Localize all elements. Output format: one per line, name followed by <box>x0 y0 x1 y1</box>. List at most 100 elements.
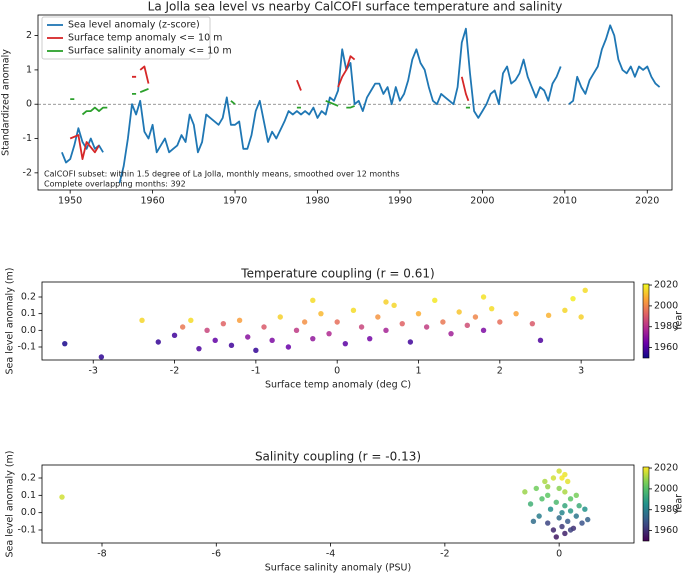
point <box>562 471 568 478</box>
plot-area <box>59 468 591 540</box>
point <box>582 506 588 512</box>
chart-title: Salinity coupling (r = -0.13) <box>255 450 421 464</box>
x-tick-label: -8 <box>97 549 106 560</box>
point <box>310 335 316 342</box>
point <box>228 342 235 349</box>
point <box>342 340 349 347</box>
y-tick-label: -0.1 <box>17 525 36 536</box>
point <box>236 317 243 324</box>
x-tick-label: 1 <box>415 366 421 377</box>
x-tick-label: -1 <box>251 366 260 377</box>
point <box>432 297 438 304</box>
y-axis-label: Sea level anomaly (m) <box>5 450 16 557</box>
y-tick-label: 0.2 <box>21 292 36 303</box>
y-tick-label: -1 <box>23 133 32 144</box>
x-tick-label: 2 <box>497 366 503 377</box>
point <box>585 516 591 523</box>
point <box>464 322 470 329</box>
point <box>367 335 373 342</box>
y-tick-label: 0.0 <box>21 325 36 336</box>
point <box>547 506 554 512</box>
point <box>545 312 552 319</box>
point <box>383 327 389 334</box>
x-tick-label: -6 <box>212 549 221 560</box>
y-tick-label: 0.1 <box>21 308 36 319</box>
series-line <box>61 24 661 184</box>
point <box>559 523 565 530</box>
point <box>269 337 275 344</box>
series-line <box>70 87 470 116</box>
x-tick-label: 1960 <box>141 196 165 207</box>
y-tick-label: 0 <box>26 99 32 110</box>
plot-area <box>62 287 588 360</box>
point <box>537 337 544 344</box>
y-tick-label: -0.1 <box>17 342 36 353</box>
colorbar <box>642 466 650 542</box>
y-tick-label: 1 <box>26 64 32 75</box>
point <box>553 534 559 540</box>
axes-frame <box>37 14 673 191</box>
y-tick-label: 0.2 <box>21 473 36 484</box>
point <box>553 499 559 505</box>
point <box>573 492 579 499</box>
point <box>565 518 571 525</box>
y-tick-label: 0.1 <box>21 490 36 501</box>
point <box>556 468 562 474</box>
point <box>570 295 576 302</box>
point <box>62 340 68 347</box>
plot-area <box>38 24 672 184</box>
point <box>579 520 585 526</box>
point <box>407 339 414 345</box>
point <box>559 509 565 516</box>
point <box>415 310 422 317</box>
point <box>310 297 316 304</box>
point <box>542 478 548 485</box>
point <box>391 302 397 309</box>
point <box>334 319 340 325</box>
point <box>456 309 462 315</box>
axes-frame <box>41 281 635 361</box>
point <box>261 324 267 330</box>
chart-title: Temperature coupling (r = 0.61) <box>240 267 434 281</box>
x-axis-label: Surface temp anomaly (deg C) <box>265 380 411 391</box>
point <box>301 319 308 325</box>
point <box>545 483 551 490</box>
point <box>545 520 551 526</box>
x-tick-label: -4 <box>326 549 335 560</box>
point <box>545 492 551 499</box>
x-tick-label: 2000 <box>470 196 494 207</box>
axes-frame <box>41 464 635 544</box>
y-axis-label: Sea level anomaly (m) <box>5 267 16 374</box>
point <box>562 503 568 509</box>
point <box>530 518 537 525</box>
point <box>539 496 545 502</box>
chart-title: La Jolla sea level vs nearby CalCOFI sur… <box>148 0 563 14</box>
annotation: Complete overlapping months: 392 <box>44 180 186 189</box>
point <box>480 294 487 300</box>
point <box>423 324 430 330</box>
y-axis-label: Standardized anomaly <box>1 49 12 156</box>
point <box>550 475 557 481</box>
point <box>480 327 487 334</box>
x-tick-label: 2010 <box>553 196 577 207</box>
y-tick-label: 0.0 <box>21 507 36 518</box>
colorbar-tick-label: 1960 <box>654 525 678 536</box>
point <box>253 347 259 354</box>
point <box>533 485 539 492</box>
point <box>567 496 574 502</box>
y-tick-label: -2 <box>23 167 32 178</box>
point <box>513 310 519 317</box>
point <box>522 489 528 495</box>
colorbar-tick-label: 2020 <box>654 280 678 291</box>
point <box>245 334 251 340</box>
point <box>440 319 446 325</box>
x-tick-label: 1950 <box>58 196 82 207</box>
x-axis-label: Surface salinity anomaly (PSU) <box>265 563 411 573</box>
colorbar-tick-label: 2020 <box>654 463 678 474</box>
point <box>196 345 202 352</box>
point <box>350 307 357 314</box>
colorbar <box>642 283 650 359</box>
x-tick-label: -2 <box>170 366 179 377</box>
point <box>285 344 292 350</box>
